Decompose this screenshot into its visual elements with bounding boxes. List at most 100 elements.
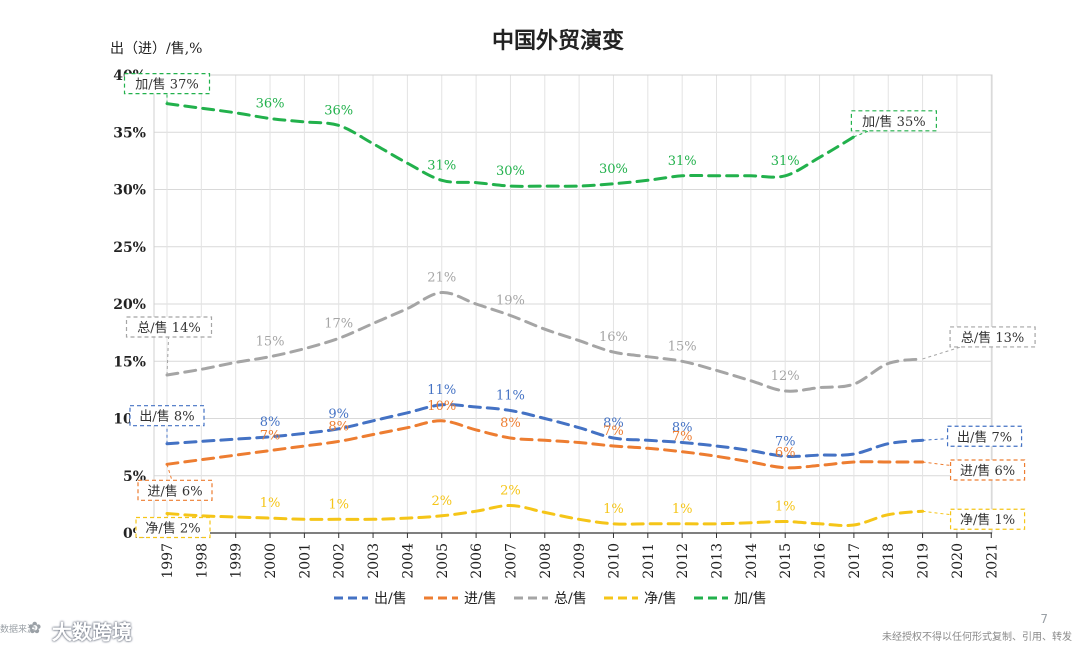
- data-label: 7%: [672, 430, 693, 445]
- callouts: 加/售 37% 加/售 35% 总/售 14% 总/售 13% 出/售 8% 出/售 7%…: [123, 73, 1036, 539]
- chart-title: 中国外贸演变: [492, 28, 624, 54]
- callout-text: 总/售 14%: [137, 320, 200, 336]
- x-tick-label: 2014: [744, 543, 760, 579]
- grid: [153, 74, 993, 534]
- callout-leader: [166, 326, 170, 376]
- y-tick-label: 15%: [113, 354, 146, 370]
- logo-icon: ✿: [28, 618, 42, 637]
- data-label: 15%: [668, 339, 697, 354]
- x-tick-label: 2008: [538, 543, 554, 579]
- data-label: 8%: [500, 416, 521, 431]
- x-tick-label: 2013: [710, 543, 726, 579]
- data-label: 36%: [256, 97, 285, 112]
- legend-label: 总/售: [554, 591, 587, 607]
- data-labels: 8%9%11% 11%8% 8%7%7%8%10%8%7% 7%6%15%17%21%…: [256, 97, 800, 517]
- data-label: 17%: [324, 316, 353, 331]
- data-label: 31%: [668, 154, 697, 169]
- y-tick-label: 20%: [113, 297, 146, 313]
- page-number: 7: [1040, 612, 1048, 626]
- disclaimer: 未经授权不得以任何形式复制、引用、转发: [882, 632, 1072, 643]
- callout-text: 净/售 1%: [960, 512, 1015, 528]
- callout-box: [135, 516, 211, 539]
- callout: 进/售 6%: [922, 459, 1026, 481]
- legend: 出/售 进/售 总/售 净/售 加/售: [334, 591, 767, 607]
- x-tick-label: 2020: [950, 543, 966, 579]
- data-label: 15%: [256, 335, 285, 350]
- x-tick-label: 2010: [606, 543, 622, 579]
- x-tick-label: 2017: [847, 543, 863, 579]
- callout: 净/售 2%: [135, 513, 211, 539]
- legend-label: 净/售: [644, 591, 677, 607]
- data-label: 12%: [771, 369, 800, 384]
- data-label: 8%: [260, 415, 281, 430]
- data-label: 1%: [328, 497, 349, 512]
- data-label: 11%: [427, 383, 456, 398]
- callout-text: 进/售 6%: [147, 483, 202, 499]
- y-tick-label: 35%: [113, 125, 146, 141]
- x-tick-label: 1998: [194, 543, 210, 579]
- data-label: 11%: [496, 388, 525, 403]
- x-tick-label: 2016: [813, 543, 829, 579]
- data-label: 7%: [775, 434, 796, 449]
- x-tick-label: 2006: [469, 543, 485, 579]
- data-label: 30%: [599, 162, 628, 177]
- axes: 0%5%10%15%20%25%30%35%40%199719981999200…: [113, 68, 1000, 579]
- callout: 总/售 14%: [125, 316, 213, 376]
- y-tick-label: 30%: [113, 183, 146, 199]
- x-tick-label: 1999: [229, 543, 245, 579]
- y-tick-label: 25%: [113, 240, 146, 256]
- x-tick-label: 2002: [332, 543, 348, 579]
- logo-text: 大数跨境: [52, 620, 132, 644]
- callout-box: [123, 73, 211, 95]
- data-label: 8%: [603, 416, 624, 431]
- data-label: 9%: [328, 407, 349, 422]
- callout-text: 进/售 6%: [960, 463, 1015, 479]
- data-label: 31%: [427, 158, 456, 173]
- data-label: 1%: [672, 502, 693, 517]
- x-tick-label: 2021: [984, 543, 1000, 579]
- x-tick-label: 2004: [400, 543, 416, 579]
- data-label: 2%: [431, 494, 452, 509]
- callout: 进/售 6%: [137, 464, 213, 501]
- x-tick-label: 2012: [675, 543, 691, 579]
- data-label: 8%: [672, 421, 693, 436]
- callout-box: [137, 479, 213, 501]
- data-label: 31%: [771, 154, 800, 169]
- callout-box: [949, 459, 1026, 481]
- x-tick-label: 2005: [435, 543, 451, 579]
- x-tick-label: 2009: [572, 543, 588, 579]
- callout-text: 加/售 37%: [135, 77, 198, 93]
- x-tick-label: 2019: [916, 543, 932, 579]
- data-label: 1%: [775, 500, 796, 515]
- legend-label: 出/售: [374, 591, 407, 607]
- legend-label: 加/售: [734, 591, 767, 607]
- data-label: 2%: [500, 484, 521, 499]
- callout-text: 净/售 2%: [145, 521, 200, 537]
- legend-label: 进/售: [464, 591, 497, 607]
- callout: 净/售 1%: [922, 508, 1026, 530]
- logo-sub-text: 数据来源: [0, 625, 37, 635]
- data-label: 30%: [496, 164, 525, 179]
- callout-text: 出/售 8%: [139, 409, 194, 425]
- data-label: 1%: [603, 502, 624, 517]
- data-label: 7%: [603, 424, 624, 439]
- data-label: 19%: [496, 293, 525, 308]
- callout: 加/售 35%: [850, 110, 937, 138]
- data-label: 6%: [775, 446, 796, 461]
- series-lines: [165, 102, 925, 528]
- data-label: 36%: [324, 103, 353, 118]
- x-tick-label: 2011: [641, 543, 657, 579]
- series-line-3: [165, 503, 925, 528]
- callout: 出/售 7%: [922, 425, 1023, 447]
- callout-box: [949, 508, 1026, 530]
- x-tick-label: 1997: [160, 543, 176, 579]
- series-line-2: [165, 290, 925, 393]
- callout-box: [946, 425, 1023, 447]
- data-label: 1%: [260, 496, 281, 511]
- callout-text: 出/售 7%: [957, 429, 1012, 445]
- callout: 出/售 8%: [129, 405, 205, 444]
- callout: 加/售 37%: [123, 73, 211, 104]
- series-line-1: [165, 419, 925, 470]
- callout-box: [125, 316, 213, 338]
